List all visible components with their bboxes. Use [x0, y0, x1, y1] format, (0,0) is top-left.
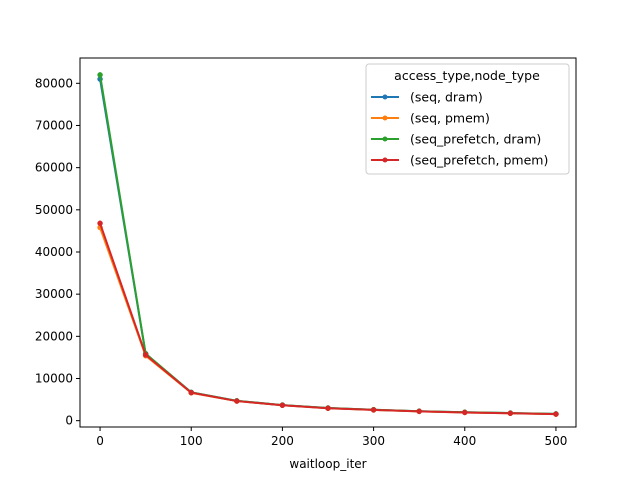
- y-tick-label: 30000: [35, 287, 73, 301]
- y-tick-label: 60000: [35, 161, 73, 175]
- data-point: [97, 220, 103, 227]
- legend-label: (seq_prefetch, pmem): [410, 153, 548, 168]
- legend-marker: [382, 94, 388, 100]
- data-point: [462, 409, 468, 416]
- legend-label: (seq_prefetch, dram): [410, 132, 541, 147]
- x-tick-label: 300: [362, 434, 385, 448]
- x-axis-label: waitloop_iter: [289, 457, 366, 471]
- data-point: [142, 352, 149, 358]
- legend-entry: (seq_prefetch, dram): [371, 132, 541, 147]
- x-tick-label: 500: [544, 434, 567, 448]
- x-axis-ticks: 0 100 200 300 400 500: [96, 427, 567, 448]
- legend-title: access_type,node_type: [394, 68, 540, 83]
- y-tick-label: 10000: [35, 372, 73, 386]
- x-tick-label: 200: [271, 434, 294, 448]
- x-tick-label: 400: [453, 434, 476, 448]
- plot-frame: [79, 57, 577, 428]
- data-point: [507, 410, 514, 417]
- y-tick-label: 0: [65, 414, 73, 428]
- y-tick-label: 70000: [35, 118, 73, 132]
- y-axis-ticks: 0 10000 20000 30000 40000 50000 60000 70000 8000…: [35, 76, 80, 428]
- y-tick-label: 40000: [35, 245, 73, 259]
- series-2: [97, 224, 559, 417]
- x-tick-label: 0: [96, 434, 104, 448]
- legend-entry: (seq, pmem): [371, 111, 490, 126]
- legend-entry: (seq, dram): [371, 90, 483, 105]
- series-4: [97, 220, 559, 417]
- data-point: [279, 402, 286, 409]
- data-point: [188, 389, 194, 396]
- data-point: [97, 72, 103, 78]
- data-point: [325, 405, 331, 411]
- data-point: [416, 408, 422, 415]
- y-tick-label: 50000: [35, 203, 73, 217]
- data-point: [553, 411, 559, 417]
- series-line: [99, 222, 556, 416]
- legend-marker: [382, 136, 388, 142]
- legend-label: (seq, dram): [410, 90, 483, 105]
- legend: access_type,node_type (seq, dram) (seq, p…: [365, 63, 570, 175]
- legend-box: [365, 63, 570, 175]
- y-tick-label: 80000: [35, 76, 73, 90]
- legend-label: (seq, pmem): [410, 111, 490, 126]
- legend-marker: [382, 157, 388, 163]
- legend-entry: (seq_prefetch, pmem): [371, 153, 548, 168]
- x-tick-label: 100: [180, 434, 203, 448]
- legend-entries: (seq, dram) (seq, pmem) (seq_prefetch, dra…: [371, 90, 548, 168]
- y-tick-label: 20000: [35, 329, 73, 343]
- series-layer: [97, 72, 559, 417]
- series-line: [99, 227, 556, 416]
- data-point: [234, 398, 240, 404]
- legend-marker: [382, 115, 388, 121]
- data-point: [370, 407, 377, 413]
